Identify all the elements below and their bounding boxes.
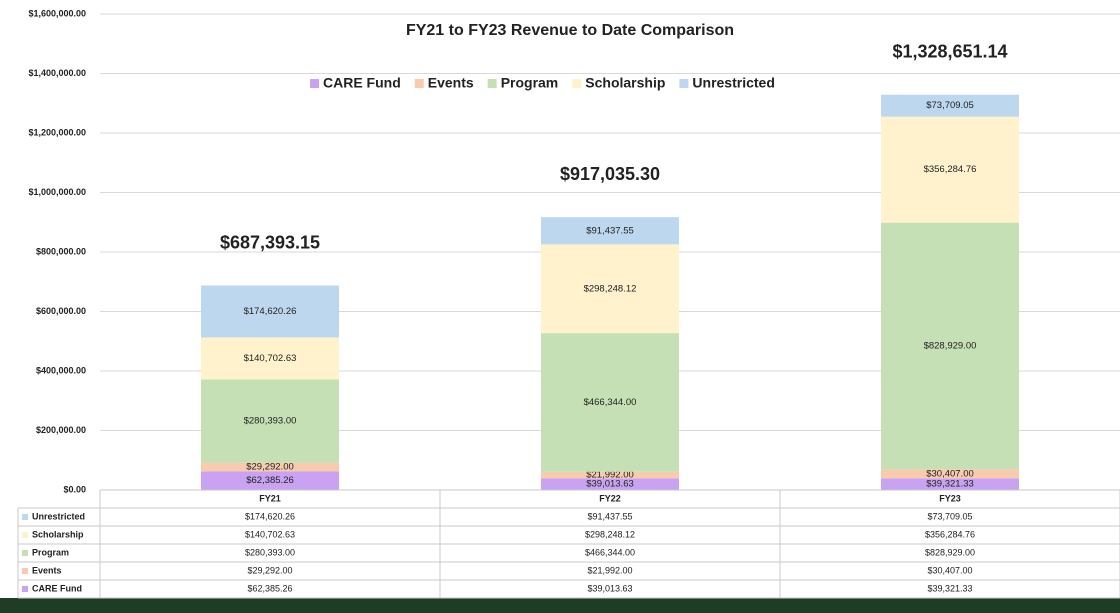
y-tick-label: $200,000.00 <box>36 425 86 435</box>
table-cell: $29,292.00 <box>247 565 292 575</box>
bar-segment <box>201 462 339 472</box>
bar-segment <box>541 478 679 490</box>
legend-swatch <box>679 79 689 88</box>
data-label: $174,620.26 <box>244 306 297 317</box>
bar-segment <box>201 285 339 338</box>
legend-swatch <box>572 79 582 88</box>
legend-swatch <box>487 79 497 88</box>
table-cell: $174,620.26 <box>245 511 295 521</box>
data-label: $21,992.00 <box>586 470 634 481</box>
table-row-label: Events <box>32 565 62 575</box>
total-label: $687,393.15 <box>220 232 320 252</box>
total-label: $917,035.30 <box>560 164 660 184</box>
table-cell: $73,709.05 <box>927 511 972 521</box>
table-cell: $30,407.00 <box>927 565 972 575</box>
data-label: $828,929.00 <box>924 340 977 351</box>
y-tick-label: $600,000.00 <box>36 306 86 316</box>
data-label: $30,407.00 <box>926 468 974 479</box>
table-row-label: Scholarship <box>32 529 84 539</box>
legend-swatch <box>310 79 319 88</box>
table-cell: $298,248.12 <box>585 529 635 539</box>
total-label: $1,328,651.14 <box>892 41 1007 61</box>
table-row-label: Program <box>32 547 69 557</box>
y-tick-label: $1,400,000.00 <box>28 68 86 78</box>
bar-segment <box>201 471 339 490</box>
bar-segment <box>881 116 1019 223</box>
footer-band <box>0 598 1120 613</box>
table-header: FY21 <box>259 493 281 503</box>
data-label: $280,393.00 <box>244 416 297 427</box>
table-swatch <box>22 568 28 574</box>
table-cell: $21,992.00 <box>587 565 632 575</box>
bar-segment <box>541 471 679 479</box>
y-tick-label: $1,000,000.00 <box>28 187 86 197</box>
legend-label: Unrestricted <box>692 75 774 91</box>
data-label: $39,321.33 <box>926 479 974 490</box>
data-label: $73,709.05 <box>926 100 974 111</box>
table-header: FY22 <box>599 493 621 503</box>
table-cell: $140,702.63 <box>245 529 295 539</box>
bar-segment <box>201 337 339 380</box>
bar-segment <box>881 469 1019 479</box>
table-row-label: Unrestricted <box>32 511 85 521</box>
table-swatch <box>22 514 28 520</box>
data-label: $140,702.63 <box>244 353 297 364</box>
data-label: $298,248.12 <box>584 283 637 294</box>
legend-swatch <box>414 79 424 88</box>
data-label: $39,013.63 <box>586 479 634 490</box>
legend-label: Scholarship <box>585 75 665 91</box>
y-tick-label: $800,000.00 <box>36 246 86 256</box>
y-tick-label: $1,600,000.00 <box>28 8 86 18</box>
bar-segment <box>881 94 1019 117</box>
table-cell: $280,393.00 <box>245 547 295 557</box>
data-label: $91,437.55 <box>586 225 634 236</box>
bar-segment <box>541 333 679 472</box>
table-cell: $466,344.00 <box>585 547 635 557</box>
table-cell: $39,013.63 <box>587 583 632 593</box>
data-label: $29,292.00 <box>246 462 294 473</box>
table-cell: $62,385.26 <box>247 583 292 593</box>
table-cell: $356,284.76 <box>925 529 975 539</box>
chart-title: FY21 to FY23 Revenue to Date Comparison <box>406 22 734 39</box>
y-tick-label: $400,000.00 <box>36 365 86 375</box>
y-tick-label: $1,200,000.00 <box>28 127 86 137</box>
table-cell: $39,321.33 <box>927 583 972 593</box>
table-cell: $91,437.55 <box>587 511 632 521</box>
legend-label: Program <box>501 75 559 91</box>
table-row-label: CARE Fund <box>32 583 82 593</box>
y-tick-label: $0.00 <box>63 484 86 494</box>
data-label: $466,344.00 <box>584 397 637 408</box>
bar-segment <box>881 478 1019 490</box>
data-label: $62,385.26 <box>246 475 294 486</box>
legend-label: CARE Fund <box>323 75 401 91</box>
bar-segment <box>541 217 679 245</box>
bar-segment <box>541 244 679 334</box>
bar-segment <box>201 379 339 463</box>
bar-segment <box>881 222 1019 470</box>
data-label: $356,284.76 <box>924 164 977 175</box>
table-swatch <box>22 586 28 592</box>
table-cell: $828,929.00 <box>925 547 975 557</box>
table-swatch <box>22 532 28 538</box>
table-header: FY23 <box>939 493 961 503</box>
legend-label: Events <box>428 75 474 91</box>
table-swatch <box>22 550 28 556</box>
